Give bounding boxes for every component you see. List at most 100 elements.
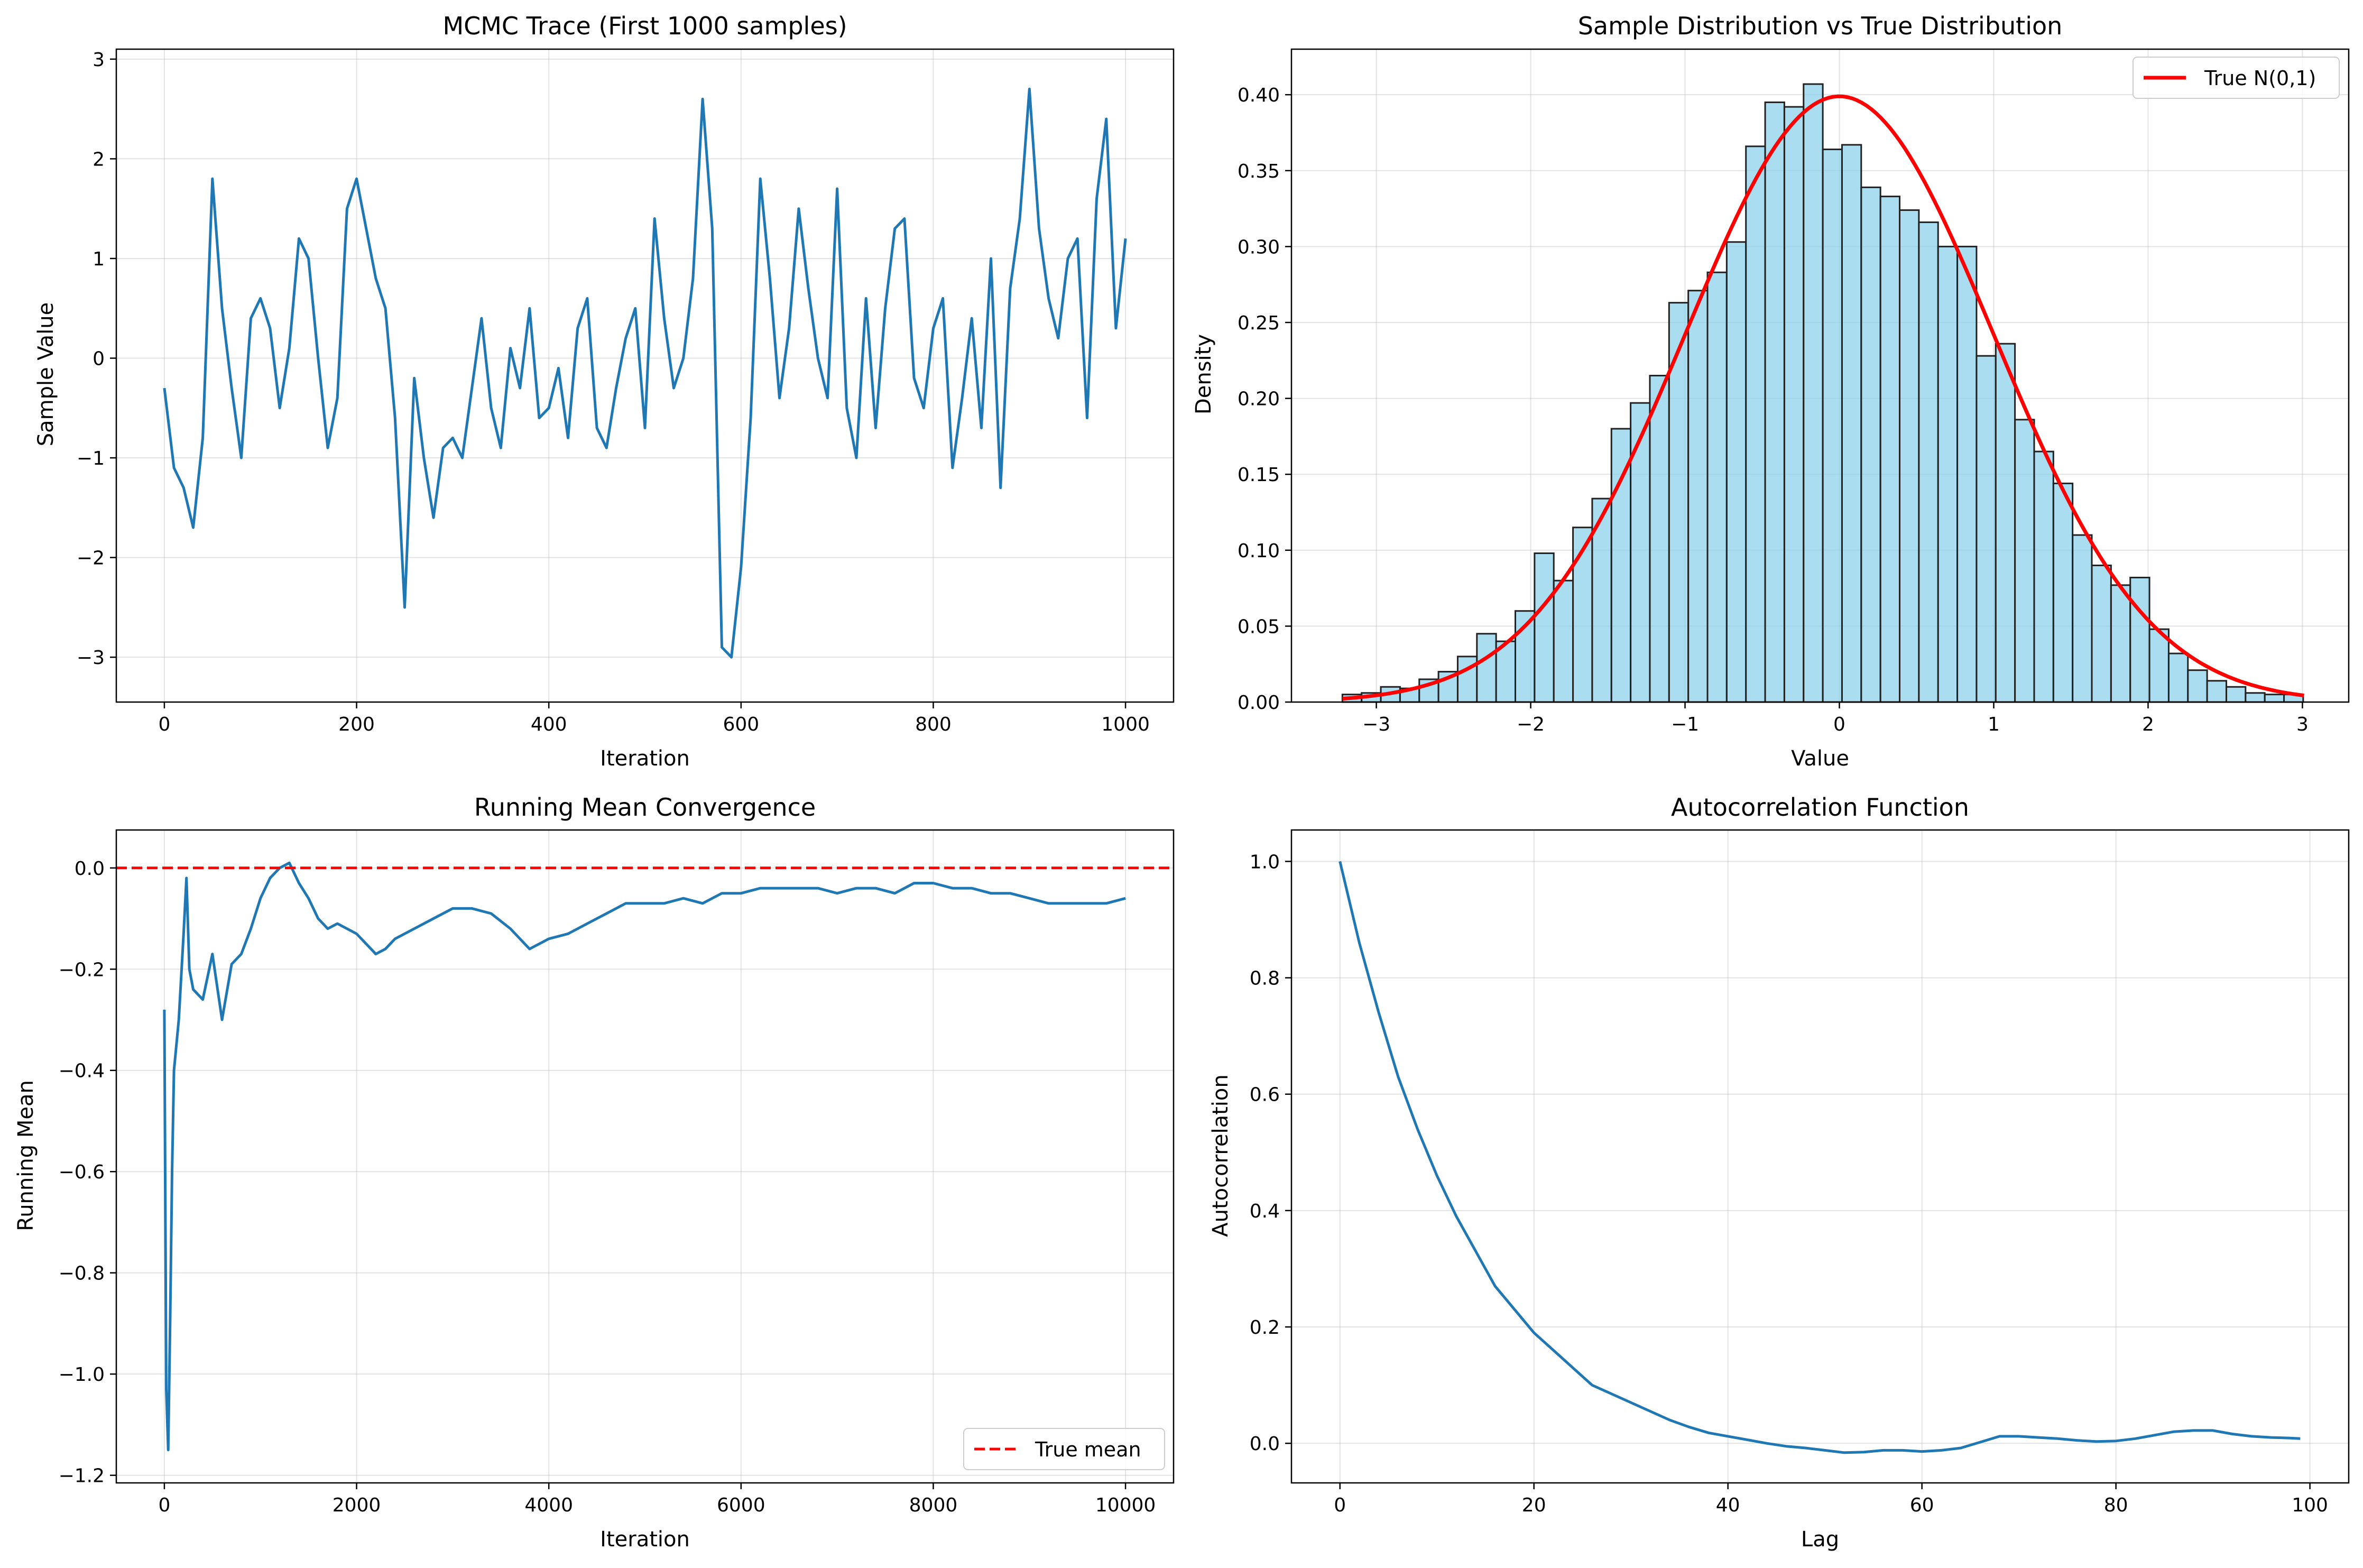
trace-ytick-label-5: 2 <box>93 149 105 170</box>
hist-ytick-label-3: 0.15 <box>1238 464 1280 486</box>
trace-ylabel: Sample Value <box>34 302 58 447</box>
trace-panel: MCMC Trace (First 1000 samples) Iteratio… <box>34 12 1175 771</box>
runmean-ytick-label-4: −0.4 <box>59 1060 105 1082</box>
runmean-xlabel: Iteration <box>600 1527 690 1552</box>
acf-xtick-label-0: 0 <box>1334 1495 1346 1516</box>
hist-bar-43 <box>2167 652 2189 703</box>
hist-legend: True N(0,1) <box>2133 57 2340 99</box>
hist-xtick-label-1: −2 <box>1517 714 1545 735</box>
runmean-legend-box <box>963 1428 1165 1470</box>
acf-series-0 <box>1339 861 2301 1454</box>
hist-bar-34 <box>1995 343 2016 703</box>
hist-xtick-label-6: 3 <box>2296 714 2309 735</box>
hist-bar-48 <box>2264 694 2285 703</box>
trace-ytick-label-1: −2 <box>77 548 105 569</box>
runmean-xtick-label-1: 2000 <box>333 1495 381 1516</box>
hist-bar-40 <box>2110 584 2131 703</box>
hist-bar-7 <box>1476 633 1497 703</box>
runmean-legend: True mean <box>963 1428 1165 1470</box>
autocorrelation-panel: Autocorrelation Function Lag Autocorrela… <box>1208 793 2350 1552</box>
acf-ytick-label-4: 0.8 <box>1250 968 1280 990</box>
hist-bar-44 <box>2187 669 2208 703</box>
hist-bar-24 <box>1803 83 1824 703</box>
hist-bar-39 <box>2091 565 2112 703</box>
hist-bar-16 <box>1649 375 1670 703</box>
hist-bar-15 <box>1630 402 1651 703</box>
runmean-axes-frame <box>115 829 1175 1484</box>
hist-xtick-label-5: 2 <box>2142 714 2154 735</box>
acf-ytick-label-5: 1.0 <box>1250 851 1280 873</box>
runmean-xtick-label-4: 8000 <box>909 1495 958 1516</box>
hist-bar-45 <box>2206 680 2227 703</box>
runmean-title: Running Mean Convergence <box>474 793 816 822</box>
trace-ytick-label-3: 0 <box>93 348 105 370</box>
hist-bar-20 <box>1725 241 1747 703</box>
hist-bar-14 <box>1610 428 1632 703</box>
hist-bar-22 <box>1764 102 1785 703</box>
runmean-xtick-label-3: 6000 <box>717 1495 765 1516</box>
hist-bar-47 <box>2245 692 2266 703</box>
hist-plot-layer <box>1291 49 2349 703</box>
hist-xtick-label-0: −3 <box>1362 714 1390 735</box>
acf-xlabel: Lag <box>1801 1527 1839 1552</box>
runmean-legend-label: True mean <box>1035 1438 1141 1461</box>
histogram-panel: Sample Distribution vs True Distribution… <box>1192 12 2350 771</box>
acf-xtick-label-5: 100 <box>2292 1495 2328 1516</box>
hist-bar-26 <box>1841 144 1862 703</box>
hist-xtick-label-2: −1 <box>1671 714 1699 735</box>
acf-xtick-label-1: 20 <box>1522 1495 1546 1516</box>
acf-xtick-label-3: 60 <box>1910 1495 1934 1516</box>
hist-bar-8 <box>1495 640 1517 703</box>
hist-ytick-label-7: 0.35 <box>1238 161 1280 182</box>
trace-axes-frame <box>115 48 1175 703</box>
hist-bar-23 <box>1783 106 1805 703</box>
hist-bar-18 <box>1687 290 1709 703</box>
hist-bar-11 <box>1553 579 1574 703</box>
runmean-xtick-label-0: 0 <box>158 1495 170 1516</box>
trace-xtick-label-5: 1000 <box>1101 714 1150 735</box>
trace-title: MCMC Trace (First 1000 samples) <box>442 12 847 40</box>
runmean-xtick-label-5: 10000 <box>1095 1495 1156 1516</box>
acf-ylabel: Autocorrelation <box>1208 1074 1233 1237</box>
acf-ytick-label-3: 0.6 <box>1250 1084 1280 1106</box>
hist-xtick-label-3: 0 <box>1833 714 1845 735</box>
trace-xtick-label-3: 600 <box>723 714 759 735</box>
hist-ytick-label-0: 0.00 <box>1238 692 1280 714</box>
hist-bar-36 <box>2033 450 2054 703</box>
hist-bar-42 <box>2148 628 2170 703</box>
hist-bar-21 <box>1745 145 1766 703</box>
acf-ytick-label-0: 0.0 <box>1250 1433 1280 1455</box>
trace-xtick-label-0: 0 <box>158 714 170 735</box>
trace-xlabel: Iteration <box>600 746 690 771</box>
acf-title: Autocorrelation Function <box>1671 793 1969 822</box>
hist-bar-35 <box>2014 419 2035 703</box>
hist-ytick-label-4: 0.20 <box>1238 389 1280 410</box>
hist-bar-38 <box>2072 534 2093 703</box>
trace-plot-layer <box>116 49 1174 702</box>
hist-bar-46 <box>2225 686 2247 703</box>
hist-ytick-label-6: 0.30 <box>1238 236 1280 258</box>
hist-series-0 <box>1342 94 2304 701</box>
trace-xtick-label-2: 400 <box>531 714 567 735</box>
acf-xtick-label-4: 80 <box>2104 1495 2128 1516</box>
hist-bar-29 <box>1899 209 1920 703</box>
hist-ytick-label-8: 0.40 <box>1238 85 1280 106</box>
hist-ytick-label-2: 0.10 <box>1238 540 1280 562</box>
hist-ylabel: Density <box>1192 334 1216 414</box>
running-mean-panel: Running Mean Convergence Iteration Runni… <box>14 793 1175 1552</box>
hist-xlabel: Value <box>1791 746 1849 771</box>
hist-bar-27 <box>1860 186 1881 703</box>
trace-ytick-label-0: −3 <box>77 647 105 669</box>
hist-bar-41 <box>2129 576 2150 703</box>
hist-ytick-label-5: 0.25 <box>1238 312 1280 334</box>
runmean-plot-layer <box>116 830 1174 1483</box>
hist-bar-12 <box>1572 527 1593 703</box>
hist-bar-25 <box>1822 149 1843 703</box>
trace-xtick-label-1: 200 <box>338 714 375 735</box>
acf-axes-frame <box>1290 829 2350 1484</box>
trace-ytick-label-4: 1 <box>93 248 105 270</box>
hist-bar-37 <box>2052 482 2074 703</box>
hist-title: Sample Distribution vs True Distribution <box>1578 12 2063 40</box>
runmean-ytick-label-0: −1.2 <box>59 1465 105 1487</box>
